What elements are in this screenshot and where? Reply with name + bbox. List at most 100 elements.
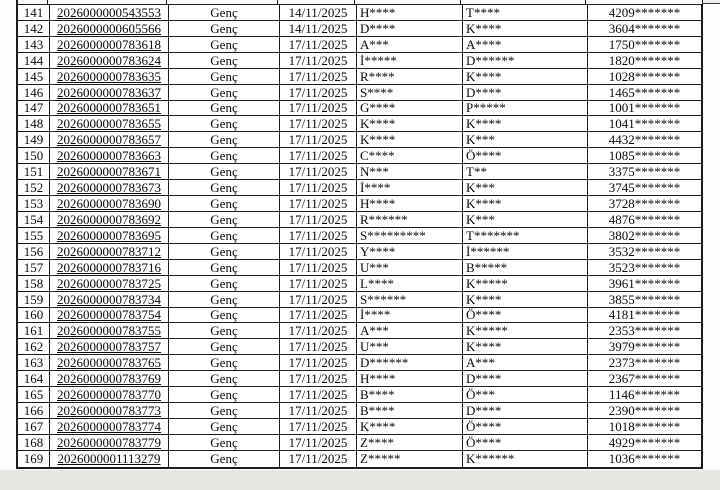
cell-date: 17/11/2025 (280, 307, 357, 323)
cell-date: 17/11/2025 (280, 371, 357, 387)
table-row: 147 2026000000783651 Genç 17/11/2025 G**** P*… (18, 100, 701, 117)
cell-application-id: 2026000000783765 (50, 355, 169, 371)
cell-application-id: 2026000000783695 (50, 227, 169, 243)
cell-first-name-masked: Z***** (357, 450, 463, 467)
cell-national-id-masked: 4876******* (608, 211, 681, 227)
cell-category: Genç (169, 291, 280, 307)
cell-row-number: 165 (18, 387, 50, 403)
cell-national-id-masked: 1001******* (608, 100, 681, 116)
cell-category: Genç (169, 211, 280, 227)
table-row: 153 2026000000783690 Genç 17/11/2025 H**** K*… (18, 196, 701, 212)
cell-row-number: 166 (18, 403, 50, 418)
cell-date: 17/11/2025 (280, 323, 357, 339)
cell-national-id-masked: 3532******* (608, 243, 681, 259)
cell-date: 17/11/2025 (280, 339, 357, 355)
cell-first-name-masked: İ**** (357, 180, 463, 196)
cell-national-id-masked: 1041******* (608, 116, 681, 132)
previous-row-cell-fragment (48, 0, 167, 4)
previous-row-cell-fragment (355, 0, 461, 4)
cell-application-id: 2026000000783769 (50, 371, 169, 387)
cell-date: 17/11/2025 (280, 196, 357, 211)
cell-application-id: 2026000001113279 (50, 450, 169, 467)
cell-first-name-masked: S********* (357, 227, 463, 243)
cell-national-id-masked: 4209******* (608, 5, 681, 20)
cell-last-name-masked: K**** (463, 196, 588, 211)
cell-national-id-masked: 3802******* (608, 227, 681, 243)
cell-first-name-masked: H**** (357, 5, 463, 20)
cell-first-name-masked: G**** (357, 100, 463, 116)
cell-national-id-masked: 2390******* (608, 403, 681, 418)
cell-first-name-masked: H**** (357, 371, 463, 387)
cell-date: 17/11/2025 (280, 132, 357, 148)
cell-last-name-masked: K*** (463, 180, 588, 196)
page-edge-sliver (703, 0, 720, 3)
cell-application-id: 2026000000783657 (50, 132, 169, 148)
cell-application-id: 2026000000783671 (50, 164, 169, 180)
cell-last-name-masked: D****** (463, 52, 588, 68)
table-row: 144 2026000000783624 Genç 17/11/2025 İ***** D… (18, 52, 701, 69)
cell-application-id: 2026000000783774 (50, 418, 169, 434)
cell-application-id: 2026000000783624 (50, 52, 169, 68)
cell-row-number: 168 (18, 434, 50, 450)
cell-national-id-masked: 1028******* (608, 68, 681, 84)
cell-application-id: 2026000000783651 (50, 100, 169, 116)
cell-category: Genç (169, 100, 280, 116)
cell-category: Genç (169, 148, 280, 164)
cell-date: 14/11/2025 (280, 20, 357, 36)
cell-first-name-masked: İ***** (357, 52, 463, 68)
cell-application-id: 2026000000783757 (50, 339, 169, 355)
cell-row-number: 158 (18, 275, 50, 291)
cell-national-id-masked: 1085******* (608, 148, 681, 164)
cell-last-name-masked: K**** (463, 116, 588, 132)
cell-date: 17/11/2025 (280, 52, 357, 68)
cell-national-id-masked: 2373******* (608, 355, 681, 371)
cell-row-number: 141 (18, 5, 50, 20)
page-bottom-gutter (0, 470, 720, 490)
table-row: 161 2026000000783755 Genç 17/11/2025 A*** K**… (18, 323, 701, 340)
table-row: 166 2026000000783773 Genç 17/11/2025 B**** D*… (18, 403, 701, 419)
cell-application-id: 2026000000783773 (50, 403, 169, 418)
cell-category: Genç (169, 20, 280, 36)
cell-national-id-masked: 3961******* (608, 275, 681, 291)
cell-date: 17/11/2025 (280, 100, 357, 116)
cell-date: 17/11/2025 (280, 68, 357, 84)
table-row: 160 2026000000783754 Genç 17/11/2025 İ**** Ö*… (18, 307, 701, 324)
cell-national-id-masked: 3745******* (608, 180, 681, 196)
cell-last-name-masked: Ö*** (463, 387, 588, 403)
cell-date: 17/11/2025 (280, 259, 357, 275)
cell-first-name-masked: Z**** (357, 434, 463, 450)
cell-last-name-masked: Ö**** (463, 148, 588, 164)
cell-application-id: 2026000000783770 (50, 387, 169, 403)
table-row: 164 2026000000783769 Genç 17/11/2025 H**** D*… (18, 371, 701, 388)
cell-last-name-masked: K**** (463, 339, 588, 355)
cell-application-id: 2026000000543553 (50, 5, 169, 20)
cell-category: Genç (169, 450, 280, 467)
cell-category: Genç (169, 52, 280, 68)
cell-row-number: 148 (18, 116, 50, 132)
cell-first-name-masked: S**** (357, 84, 463, 100)
cell-date: 17/11/2025 (280, 243, 357, 259)
cell-last-name-masked: Ö**** (463, 307, 588, 323)
cell-category: Genç (169, 196, 280, 211)
table-row: 150 2026000000783663 Genç 17/11/2025 C**** Ö*… (18, 148, 701, 165)
cell-last-name-masked: T**** (463, 5, 588, 20)
document-page: 141 2026000000543553 Genç 14/11/2025 H**** T*… (16, 0, 720, 469)
cell-first-name-masked: R**** (357, 68, 463, 84)
previous-row-cell-fragment (16, 0, 48, 4)
cell-application-id: 2026000000783637 (50, 84, 169, 100)
cell-row-number: 143 (18, 36, 50, 52)
cell-first-name-masked: B**** (357, 403, 463, 418)
cell-date: 17/11/2025 (280, 403, 357, 418)
cell-first-name-masked: N*** (357, 164, 463, 180)
cell-national-id-masked: 3979******* (608, 339, 681, 355)
table-row: 141 2026000000543553 Genç 14/11/2025 H**** T*… (18, 5, 701, 21)
cell-first-name-masked: C**** (357, 148, 463, 164)
cell-last-name-masked: T******* (463, 227, 588, 243)
cell-first-name-masked: K**** (357, 418, 463, 434)
table-row: 148 2026000000783655 Genç 17/11/2025 K**** K*… (18, 116, 701, 133)
cell-last-name-masked: İ****** (463, 243, 588, 259)
cell-first-name-masked: H**** (357, 196, 463, 211)
previous-row-cell-fragment (278, 0, 355, 4)
cell-date: 17/11/2025 (280, 84, 357, 100)
